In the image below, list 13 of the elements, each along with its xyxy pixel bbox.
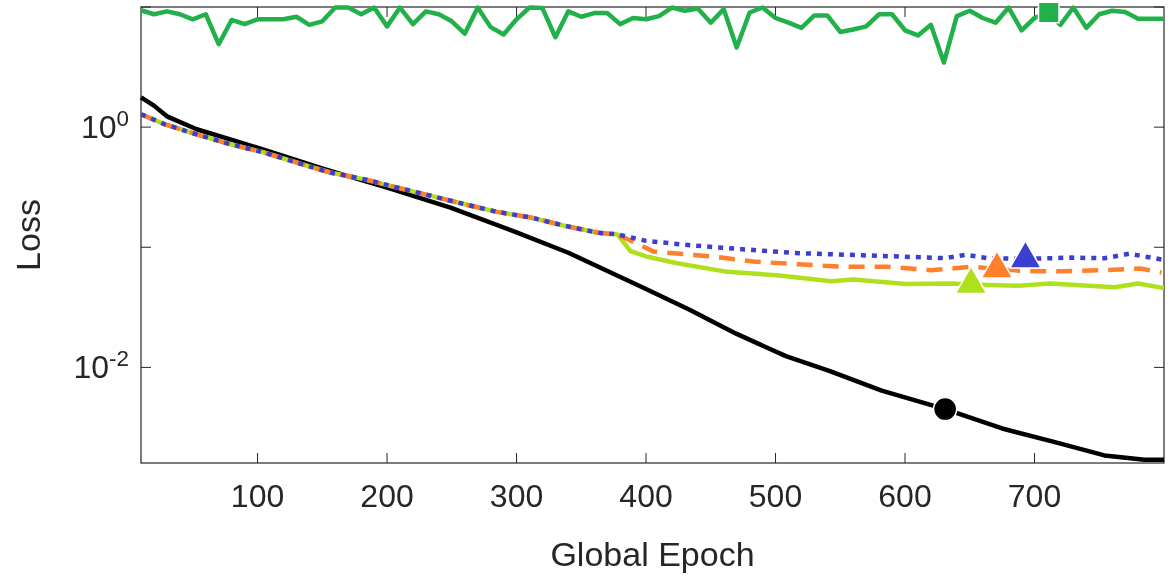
line-series bbox=[138, 95, 1167, 463]
x-tick-label: 700 bbox=[1007, 478, 1062, 514]
x-tick-label: 100 bbox=[230, 478, 285, 514]
y-tick-label: 10$^{-2}$ bbox=[73, 345, 129, 386]
x-tick-label: 600 bbox=[878, 478, 932, 514]
y-axis-title: Loss bbox=[9, 199, 47, 271]
x-tick-label: 500 bbox=[748, 478, 803, 514]
line-series bbox=[138, 5, 1167, 65]
x-axis-title: Global Epoch bbox=[550, 535, 755, 573]
x-tick-label: 200 bbox=[360, 478, 414, 514]
x-tick-label: 300 bbox=[489, 478, 544, 514]
y-tick-label: 10$^{0}$ bbox=[80, 105, 129, 146]
x-tick-label: 400 bbox=[619, 478, 673, 514]
